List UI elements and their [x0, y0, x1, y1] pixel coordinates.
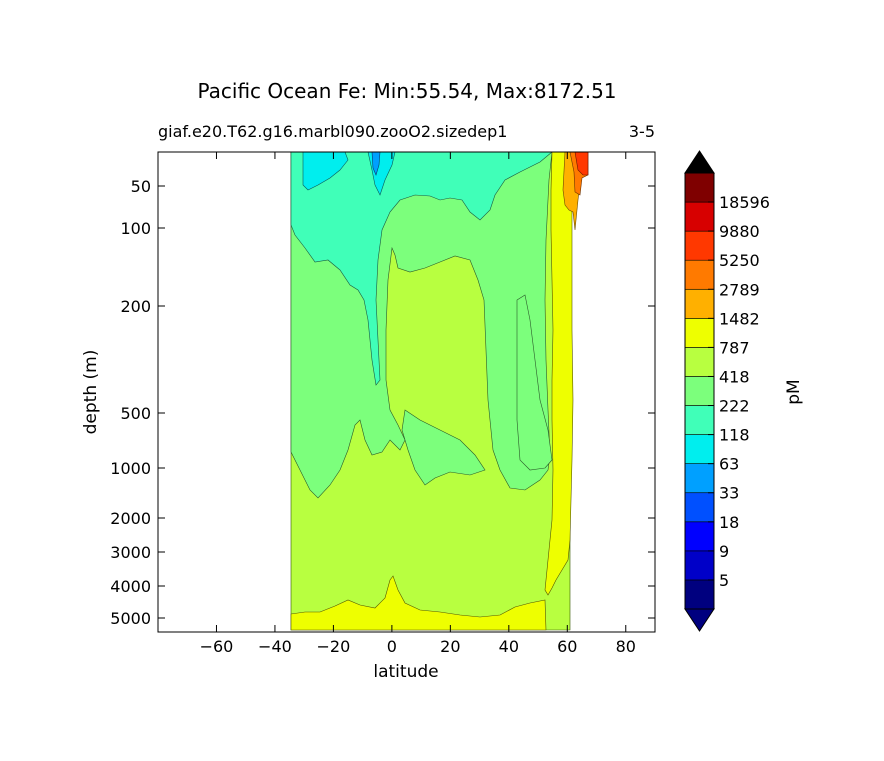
colorbar-bin [684, 463, 715, 494]
colorbar-bin [684, 201, 715, 232]
colorbar-bin [684, 492, 715, 523]
colorbar-extend-under [684, 608, 715, 632]
x-tick-label: −60 [200, 637, 234, 656]
colorbar-bin [684, 318, 715, 348]
colorbar-bin [684, 259, 715, 290]
colorbar-frame [684, 172, 715, 610]
colorbar-tick-label: 1482 [719, 309, 760, 328]
colorbar-tick-label: 9 [719, 542, 729, 561]
chart-subtitle-right: 3-5 [629, 122, 655, 141]
region-1482 [544, 151, 574, 596]
colorbar-bin [684, 579, 715, 610]
y-tick-label: 1000 [110, 459, 151, 478]
colorbar-bin [684, 347, 715, 377]
chart-title: Pacific Ocean Fe: Min:55.54, Max:8172.51 [197, 79, 616, 103]
colorbar-tick-label: 33 [719, 484, 739, 503]
y-tick-label: 500 [120, 404, 151, 423]
colorbar-tick-label: 5250 [719, 251, 760, 270]
colorbar-bin [684, 230, 715, 261]
colorbar-tick-label: 222 [719, 397, 750, 416]
y-tick-label: 100 [120, 219, 151, 238]
x-axis-label: latitude [373, 662, 438, 682]
colorbar-tick-label: 418 [719, 367, 750, 386]
y-tick-label: 2000 [110, 509, 151, 528]
colorbar-label: pM [784, 379, 804, 404]
colorbar-bin [684, 434, 715, 464]
colorbar-tick-label: 118 [719, 426, 750, 445]
x-tick-label: 40 [499, 637, 519, 656]
y-axis-label: depth (m) [81, 350, 101, 435]
plot-area: −60 −40 −20 0 20 40 60 80 50 100 200 500 1000 2000 30… [110, 151, 656, 656]
x-axis: −60 −40 −20 0 20 40 60 80 [200, 152, 636, 656]
x-tick-label: 0 [387, 637, 397, 656]
colorbar-extend-over [684, 150, 715, 174]
contour-fills [290, 151, 589, 631]
colorbar-tick-label: 18 [719, 513, 739, 532]
colorbar-bin [684, 550, 715, 581]
y-tick-label: 4000 [110, 577, 151, 596]
colorbar: 5 9 18 33 63 118 222 418 787 1482 2789 5250 9880 1859… [684, 150, 770, 632]
y-axis: 50 100 200 500 1000 2000 3000 4000 5000 [110, 177, 655, 628]
colorbar-bin [684, 376, 715, 406]
colorbar-tick-label: 18596 [719, 193, 770, 212]
colorbar-bin [684, 521, 715, 552]
colorbar-bin [684, 405, 715, 435]
region-418b [401, 409, 486, 486]
region-418c [516, 294, 553, 471]
y-tick-label: 50 [131, 177, 151, 196]
x-tick-label: 60 [557, 637, 577, 656]
colorbar-tick-label: 63 [719, 455, 739, 474]
x-tick-label: −20 [317, 637, 351, 656]
x-tick-label: 80 [616, 637, 636, 656]
x-tick-label: 20 [440, 637, 460, 656]
colorbar-tick-label: 9880 [719, 222, 760, 241]
y-tick-label: 3000 [110, 543, 151, 562]
plot-frame [157, 151, 656, 633]
colorbar-tick-label: 2789 [719, 280, 760, 299]
y-tick-label: 200 [120, 297, 151, 316]
colorbar-bin [684, 288, 715, 319]
x-tick-label: −40 [258, 637, 292, 656]
region-1482-bottom [290, 575, 547, 631]
chart-subtitle-left: giaf.e20.T62.g16.marbl090.zooO2.sizedep1 [158, 122, 507, 141]
colorbar-tick-label: 787 [719, 338, 750, 357]
region-118a [302, 151, 349, 191]
y-tick-label: 5000 [110, 609, 151, 628]
colorbar-bin [684, 172, 715, 203]
region-222 [290, 151, 553, 386]
colorbar-tick-label: 5 [719, 571, 729, 590]
